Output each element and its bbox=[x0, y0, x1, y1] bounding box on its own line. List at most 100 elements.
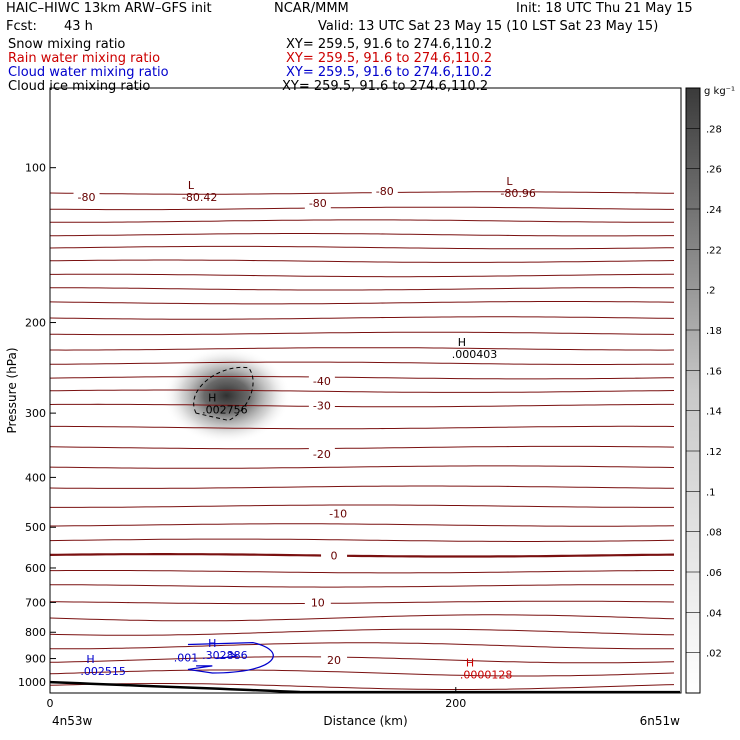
field-name-cloud-water: Cloud water mixing ratio bbox=[8, 65, 169, 80]
field-xy-cloud-ice: XY= 259.5, 91.6 to 274.6,110.2 bbox=[282, 79, 489, 94]
isotherm-line bbox=[50, 584, 674, 588]
isotherm-line bbox=[50, 287, 675, 291]
y-tick-label: 500 bbox=[25, 521, 46, 534]
isotherm-line bbox=[50, 465, 675, 469]
isotherm-label-bg bbox=[73, 189, 100, 204]
field-name-snow: Snow mixing ratio bbox=[8, 37, 126, 52]
extremum-marker: H bbox=[208, 637, 216, 650]
extremum-value: -80.96 bbox=[500, 187, 535, 200]
colorbar-tick-label: .06 bbox=[706, 568, 722, 579]
y-tick-label: 100 bbox=[25, 162, 46, 175]
isotherm-label-bg bbox=[308, 374, 335, 389]
field-xy-cloud-water: XY= 259.5, 91.6 to 274.6,110.2 bbox=[286, 65, 493, 80]
valid-time: Valid: 13 UTC Sat 23 May 15 (10 LST Sat … bbox=[318, 19, 659, 34]
terrain-line bbox=[50, 680, 680, 693]
isotherm-line bbox=[50, 301, 675, 305]
colorbar-tick-label: .08 bbox=[706, 528, 722, 539]
extremum-value: .002515 bbox=[80, 665, 126, 678]
colorbar-tick-label: .12 bbox=[706, 447, 722, 458]
y-tick-label: 300 bbox=[25, 407, 46, 420]
isotherm-line bbox=[50, 485, 674, 489]
extremum-marker: H bbox=[466, 657, 474, 670]
isotherm-line bbox=[50, 642, 674, 650]
y-tick-label: 800 bbox=[25, 626, 46, 639]
isotherm-line bbox=[50, 504, 674, 508]
snow-mixing-ratio-shading bbox=[162, 347, 291, 444]
plot-frame bbox=[49, 87, 682, 694]
isotherm-label: -40 bbox=[313, 375, 331, 388]
field-xy-snow: XY= 259.5, 91.6 to 274.6,110.2 bbox=[286, 37, 493, 52]
isotherm-label: -10 bbox=[329, 507, 347, 520]
isotherm-line bbox=[50, 361, 675, 365]
isotherm-line bbox=[50, 683, 675, 690]
y-tick-label: 1000 bbox=[18, 676, 46, 689]
isotherm-label: 0 bbox=[331, 549, 338, 562]
isotherm-line bbox=[50, 389, 675, 393]
isotherm-line bbox=[50, 538, 675, 542]
isotherm-line bbox=[50, 219, 674, 223]
y-tick-label: 700 bbox=[25, 596, 46, 609]
x-tick-label: 200 bbox=[445, 697, 466, 710]
isotherm-label-bg bbox=[321, 548, 348, 563]
isotherm-label: -80 bbox=[309, 197, 327, 210]
colorbar-tick-label: .22 bbox=[706, 245, 722, 256]
isotherm-line bbox=[50, 191, 675, 195]
colorbar-tick-label: .18 bbox=[706, 326, 722, 337]
isotherm-line bbox=[50, 570, 674, 574]
model-title: HAIC–HIWC 13km ARW–GFS init bbox=[6, 1, 212, 16]
isotherm-line bbox=[50, 245, 675, 250]
forecast-label: Fcst: bbox=[6, 19, 37, 34]
colorbar-tick-label: .1 bbox=[706, 487, 716, 498]
field-name-rain: Rain water mixing ratio bbox=[8, 51, 161, 66]
isotherm-label: -80 bbox=[78, 191, 96, 204]
extremum-marker: H bbox=[458, 336, 466, 349]
isotherm-label-bg bbox=[304, 195, 331, 210]
colorbar-tick-label: .16 bbox=[706, 366, 722, 377]
extremum-marker: L bbox=[188, 179, 195, 192]
isotherm-label: -80 bbox=[376, 185, 394, 198]
right-endpoint-label: 6n51w bbox=[640, 714, 681, 728]
y-tick-label: 200 bbox=[25, 317, 46, 330]
isotherm-label: 20 bbox=[327, 654, 341, 667]
isotherm-label-bg bbox=[325, 506, 352, 521]
y-tick-label: 600 bbox=[25, 562, 46, 575]
isotherm-line bbox=[50, 445, 675, 450]
extremum-value: .002756 bbox=[202, 404, 248, 417]
isotherm-line bbox=[50, 628, 675, 636]
init-time: Init: 18 UTC Thu 21 May 15 bbox=[516, 1, 693, 16]
isotherm-line bbox=[50, 347, 675, 351]
colorbar-tick-label: .24 bbox=[706, 205, 722, 216]
isotherm-label: -20 bbox=[313, 448, 331, 461]
isotherm-line bbox=[50, 331, 674, 336]
isotherm-label-bg bbox=[308, 446, 335, 461]
isotherm-line bbox=[50, 656, 675, 664]
extremum-marker: H bbox=[86, 653, 94, 666]
y-tick-label: 400 bbox=[25, 471, 46, 484]
isotherm-label-bg bbox=[304, 595, 331, 610]
isotherm-line bbox=[50, 206, 674, 211]
isotherm-line bbox=[50, 553, 675, 558]
isotherm-line bbox=[50, 316, 675, 320]
colorbar-tick-label: .26 bbox=[706, 165, 722, 176]
extremum-value: .302886 bbox=[202, 649, 248, 662]
isotherm-line bbox=[50, 600, 675, 605]
x-axis-title: Distance (km) bbox=[323, 714, 407, 728]
colorbar-tick-label: .04 bbox=[706, 608, 722, 619]
cloud-water-contour-label: .001 bbox=[174, 652, 199, 665]
extremum-value: .000403 bbox=[452, 348, 498, 361]
isotherm-line bbox=[50, 669, 675, 677]
isotherm-line bbox=[50, 376, 675, 380]
isotherm-line bbox=[50, 614, 675, 622]
isotherm-line bbox=[50, 233, 674, 237]
isotherm-label: -30 bbox=[313, 400, 331, 413]
left-endpoint-label: 4n53w bbox=[52, 714, 93, 728]
extremum-marker: H bbox=[208, 392, 216, 405]
isotherm-line bbox=[50, 273, 674, 278]
extremum-value: .0000128 bbox=[460, 669, 513, 682]
colorbar-tick-label: .2 bbox=[706, 286, 716, 297]
colorbar bbox=[685, 87, 701, 694]
extremum-value: -80.42 bbox=[182, 191, 217, 204]
isotherm-line bbox=[50, 259, 675, 263]
